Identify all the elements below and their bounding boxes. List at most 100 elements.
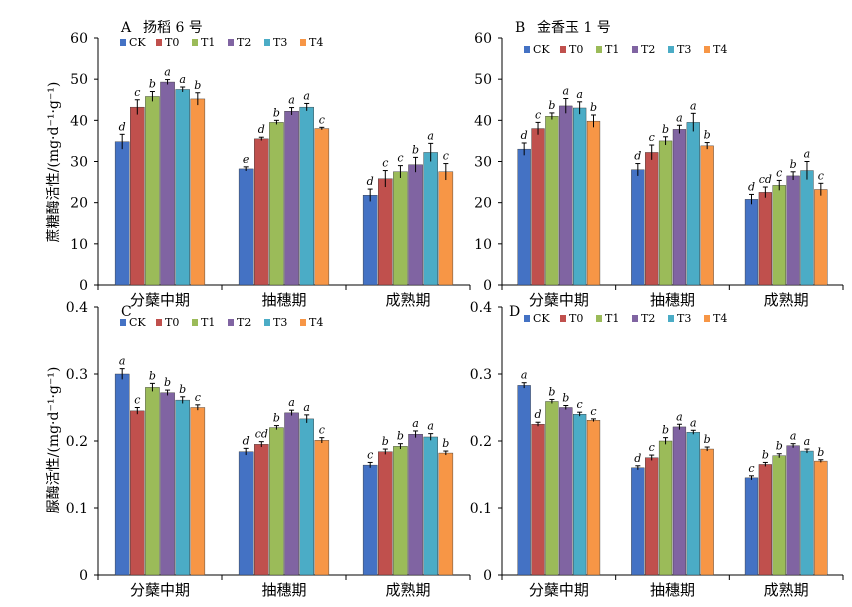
panel-d-significance-label: b (817, 446, 824, 459)
panel-a-significance-label: a (303, 89, 310, 102)
panel-a-bar-t4 (438, 171, 454, 286)
panel-b-bar-t0 (758, 192, 772, 286)
panel-d-significance-label: b (704, 433, 711, 446)
panel-b-bar-t4 (586, 120, 601, 286)
panel-c-legend-entry-t1: T1 (201, 316, 215, 329)
panel-d-significance-label: d (535, 408, 542, 421)
panel-d-bar-t4 (700, 448, 714, 576)
panel-b-bar-ck (631, 169, 645, 286)
panel-c-significance-label: a (119, 355, 126, 368)
panel-c-bar-ck (238, 451, 254, 576)
panel-b-y-tick-label: 60 (474, 31, 492, 47)
panel-d-category-label: 分蘖中期 (529, 581, 589, 599)
panel-d-y-tick-label: 0.4 (470, 300, 492, 316)
panel-d-bar-t0 (645, 457, 659, 576)
panel-a-y-axis-title: 蔗糖酶活性/(mg·d⁻¹·g⁻¹) (46, 82, 62, 243)
panel-b-significance-label: d (634, 150, 641, 163)
panel-d-legend-swatch-t0 (560, 315, 566, 322)
panel-b-legend-swatch-t2 (632, 46, 638, 53)
panel-a-significance-label: a (288, 94, 295, 107)
panel-a-bar-ck (362, 195, 378, 286)
panel-b-legend-swatch-t4 (704, 46, 710, 53)
panel-b-y-tick-label: 40 (474, 113, 492, 129)
panel-c-bar-t3 (299, 418, 314, 576)
panel-d-significance-label: c (590, 405, 596, 418)
panel-a-significance-label: d (258, 123, 265, 136)
panel-a-significance-label: a (179, 73, 186, 86)
panel-d-bar-t3 (800, 450, 814, 576)
panel-c-significance-label: b (382, 435, 389, 448)
panel-a-legend-entry-t3: T3 (273, 36, 287, 49)
panel-d-bar-ck (631, 467, 645, 576)
panel-c-legend-entry-t0: T0 (165, 316, 179, 329)
panel-b-label: B (515, 20, 525, 36)
panel-d-y-tick-label: 0.1 (470, 501, 492, 517)
panel-d-legend-entry-t4: T4 (713, 312, 727, 325)
panel-c-category-label: 成熟期 (385, 581, 430, 599)
panel-d-significance-label: a (790, 430, 797, 443)
panel-b-significance-label: b (590, 101, 597, 114)
panel-a-legend-entry-t1: T1 (201, 36, 215, 49)
panel-d-label: D (509, 304, 520, 320)
panel-c-bar-t2 (284, 412, 299, 576)
panel-d-significance-label: b (662, 424, 669, 437)
panel-a-significance-label: e (243, 153, 250, 166)
panel-b-significance-label: c (818, 169, 824, 182)
panel-a-bar-t0 (130, 106, 145, 286)
panel-a-legend-swatch-t4 (300, 39, 306, 46)
panel-a-legend-entry-t2: T2 (237, 36, 251, 49)
panel-d-bar-t2 (559, 407, 573, 576)
panel-a-legend-swatch-t0 (156, 39, 162, 46)
panel-a-legend-entry-t4: T4 (309, 36, 323, 49)
panel-b-legend-entry-t0: T0 (569, 43, 583, 56)
panel-a-y-tick-label: 20 (70, 196, 88, 212)
panel-d-bar-t1 (772, 455, 786, 576)
panel-b-title: 金香玉 1 号 (537, 20, 611, 36)
panel-a-significance-label: c (382, 157, 388, 170)
panel-a-significance-label: a (427, 129, 434, 142)
panel-c-significance-label: a (412, 417, 419, 430)
panel-c-bar-ck (362, 464, 378, 576)
panel-b-bar-t1 (545, 116, 559, 286)
panel-d-bar-t4 (814, 460, 828, 576)
panel-c-legend-swatch-t3 (264, 319, 270, 326)
panel-a-bar-t0 (378, 178, 393, 286)
panel-d-bar-t4 (586, 420, 601, 576)
panel-d-legend-entry-t0: T0 (569, 312, 583, 325)
panel-b-y-tick-label: 10 (474, 237, 492, 253)
panel-c-significance-label: c (319, 424, 325, 437)
panel-c-significance-label: a (288, 396, 295, 409)
panel-a-bar-t1 (269, 122, 284, 286)
panel-c-significance-label: c (367, 448, 373, 461)
panel-d-significance-label: b (762, 448, 769, 461)
panel-b-legend-entry-t2: T2 (641, 43, 655, 56)
panel-b-legend-entry-t1: T1 (605, 43, 619, 56)
panel-b-category-label: 分蘖中期 (529, 291, 589, 309)
panel-a-title: 扬稻 6 号 (143, 20, 203, 36)
panel-d-bar-t3 (686, 432, 700, 576)
panel-a-bar-ck (114, 141, 130, 286)
panel-b-legend-entry-ck: CK (533, 43, 550, 56)
panel-c-significance-label: b (273, 412, 280, 425)
panel-d-category-label: 成熟期 (764, 581, 809, 599)
panel-b-significance-label: a (804, 148, 811, 161)
panel-a-significance-label: c (319, 113, 325, 126)
panel-d-significance-label: c (649, 441, 655, 454)
panel-c-label: C (121, 304, 132, 320)
panel-d-significance-label: c (577, 398, 583, 411)
panel-c-significance-label: c (195, 391, 201, 404)
panel-d-y-tick-label: 0.3 (470, 367, 492, 383)
panel-c-legend-entry-t2: T2 (237, 316, 251, 329)
panel-a-category-label: 成熟期 (385, 291, 430, 309)
panel-c-significance-label: b (397, 430, 404, 443)
panel-d-legend-entry-t2: T2 (641, 312, 655, 325)
panel-a-significance-label: c (397, 152, 403, 165)
panel-d-significance-label: b (776, 440, 783, 453)
panel-c-bar-t3 (423, 436, 438, 576)
panel-d-significance-label: a (690, 416, 697, 429)
panel-b-y-tick-label: 20 (474, 196, 492, 212)
panel-b-legend-entry-t3: T3 (677, 43, 691, 56)
panel-a-legend-swatch-ck (120, 39, 126, 46)
panel-c-bar-t1 (145, 387, 160, 576)
panel-c-y-tick-label: 0 (79, 568, 88, 584)
